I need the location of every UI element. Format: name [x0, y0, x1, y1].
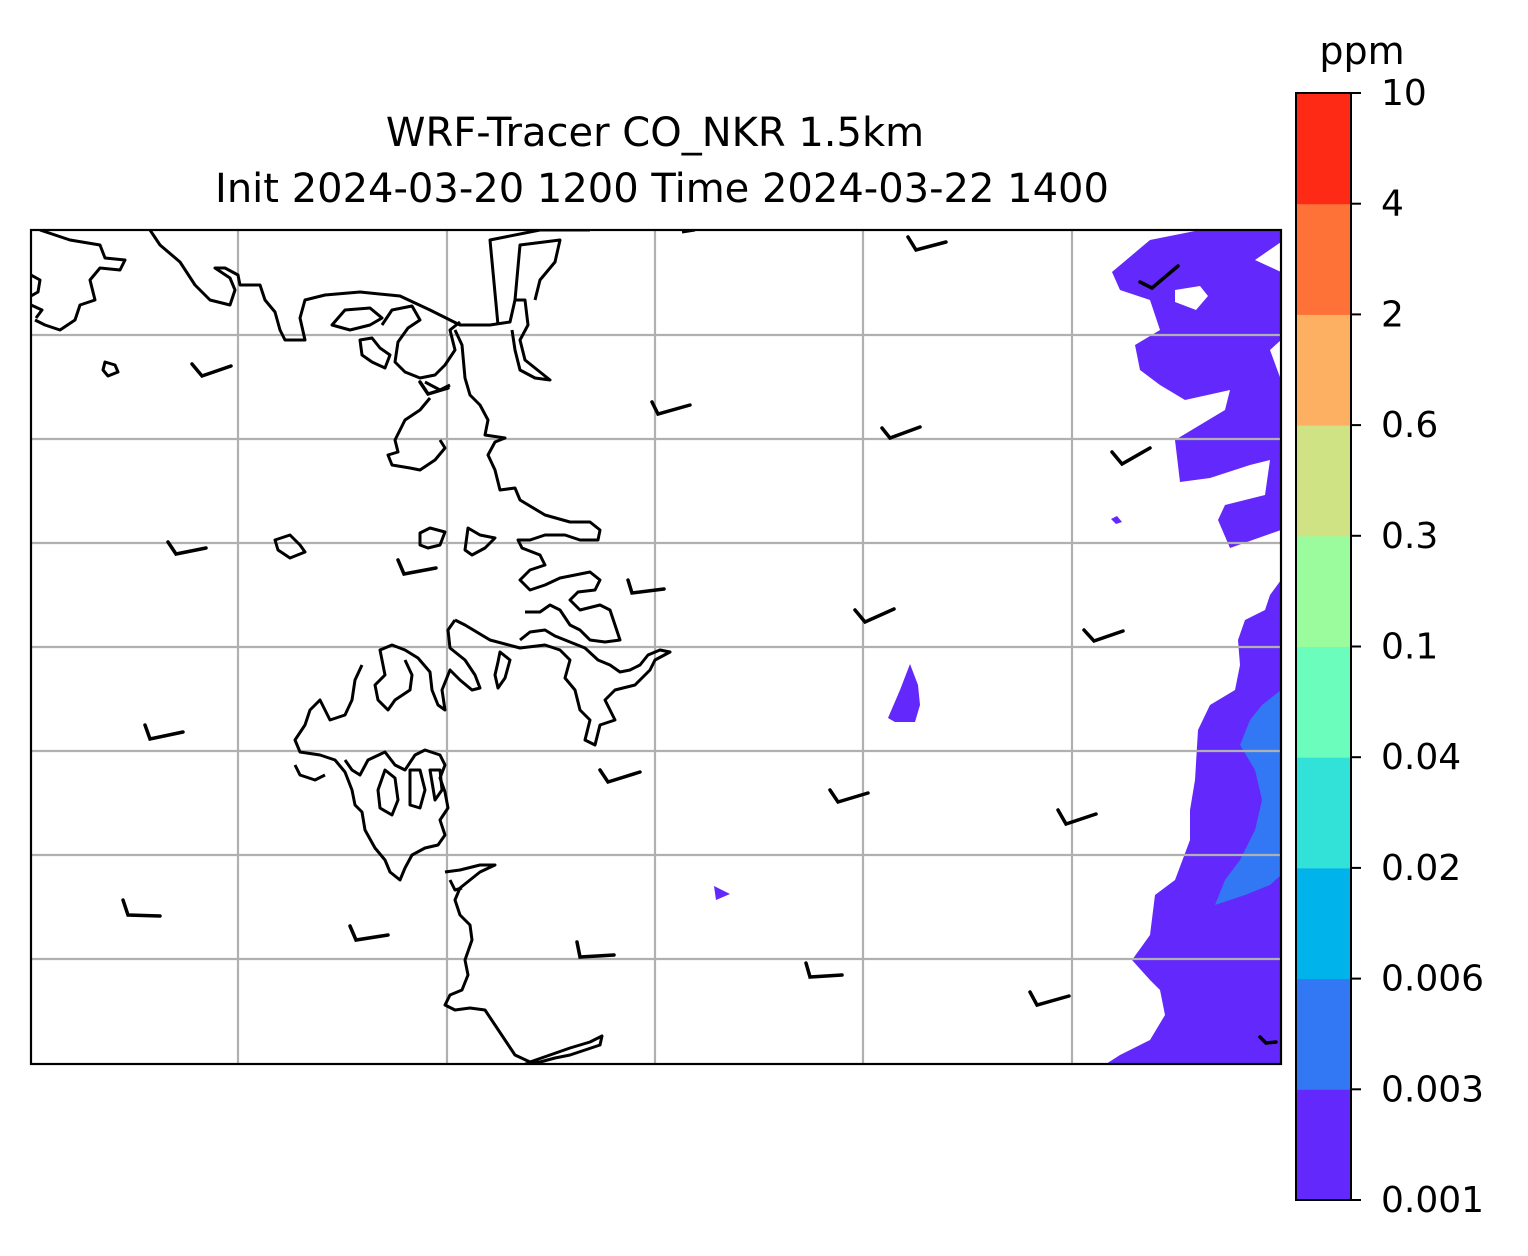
colorbar-band	[1296, 93, 1351, 205]
co-plume-outer	[1112, 230, 1281, 548]
colorbar-tick-label: 0.001	[1381, 1180, 1484, 1221]
colorbar-tick-label: 0.1	[1381, 627, 1438, 668]
colorbar-band	[1296, 978, 1351, 1090]
colorbar-band	[1296, 867, 1351, 980]
co-plume-blob	[888, 664, 920, 722]
colorbar-band	[1296, 203, 1351, 315]
co-plume-east	[1106, 580, 1281, 1064]
map-gridlines	[31, 230, 1281, 1064]
colorbar-tick-label: 0.3	[1381, 516, 1438, 557]
co-plume-inner	[1215, 690, 1281, 905]
map-panel	[29, 228, 1283, 1066]
co-plume-hole	[1175, 286, 1208, 310]
colorbar-ticks: 0.001 0.003 0.006 0.02 0.04 0.1 0.3 0.6 2 4 10	[1351, 73, 1484, 1221]
colorbar-band	[1296, 757, 1351, 869]
chart-title-line1: WRF-Tracer CO_NKR 1.5km	[386, 110, 924, 156]
coastlines	[31, 230, 696, 1064]
co-plume-dot	[1111, 516, 1122, 524]
colorbar-tick-label: 0.6	[1381, 405, 1438, 446]
colorbar-band	[1296, 1089, 1351, 1201]
colorbar-band	[1296, 535, 1351, 647]
co-plume-notch	[1255, 242, 1281, 272]
colorbar-band	[1296, 425, 1351, 537]
colorbar-tick-label: 0.003	[1381, 1069, 1484, 1110]
colorbar-tick-label: 0.006	[1381, 959, 1484, 1000]
chart-title-line2: Init 2024-03-20 1200 Time 2024-03-22 140…	[215, 166, 1109, 212]
co-plume-speck	[714, 886, 730, 900]
colorbar: ppm 0.001 0.003 0.006 0.02 0.04 0.1 0.3 0.6 2 4 10	[1295, 29, 1484, 1221]
colorbar-tick-label: 4	[1381, 184, 1404, 225]
colorbar-tick-label: 0.04	[1381, 737, 1461, 778]
wind-barbs	[121, 235, 1278, 1045]
colorbar-bands	[1296, 93, 1351, 1201]
colorbar-tick-label: 2	[1381, 294, 1404, 335]
colorbar-band	[1296, 646, 1351, 758]
colorbar-unit-label: ppm	[1319, 29, 1404, 73]
map-frame	[29, 228, 1283, 1066]
colorbar-band	[1296, 314, 1351, 426]
colorbar-tick-label: 0.02	[1381, 848, 1461, 889]
colorbar-tick-label: 10	[1381, 73, 1427, 114]
